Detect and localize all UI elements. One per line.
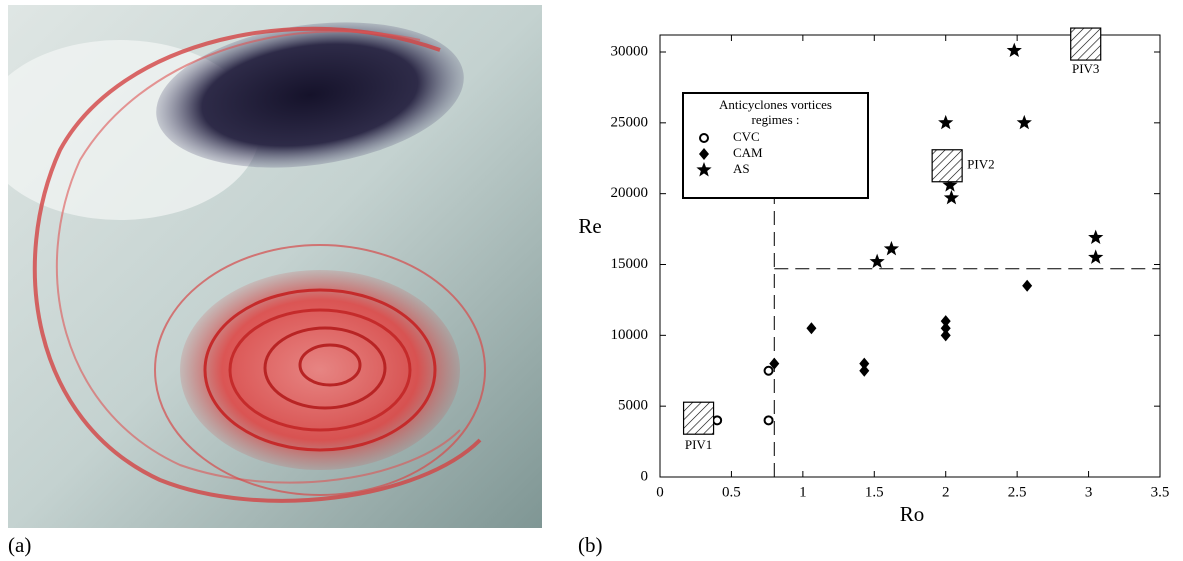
y-tick-label: 20000 <box>611 185 649 201</box>
x-tick-label: 0.5 <box>722 484 741 500</box>
point <box>859 357 870 370</box>
legend-label: AS <box>733 161 750 176</box>
point <box>943 189 960 205</box>
point <box>763 365 774 376</box>
x-axis-label: Ro <box>900 502 925 526</box>
point <box>938 114 954 130</box>
x-tick-label: 1.5 <box>865 484 884 500</box>
plot-frame <box>659 34 1161 478</box>
panel-label: (a) <box>8 533 31 557</box>
y-tick-label: 5000 <box>618 398 648 414</box>
point <box>940 329 951 342</box>
piv-box <box>1070 27 1102 61</box>
piv-label: PIV3 <box>1072 61 1099 76</box>
x-tick-label: 2.5 <box>1008 484 1027 500</box>
legend-marker <box>699 133 709 143</box>
point <box>769 357 780 370</box>
legend-label: CVC <box>733 129 760 144</box>
x-tick-label: 0 <box>656 484 664 500</box>
x-tick-label: 2 <box>942 484 950 500</box>
y-tick-label: 0 <box>641 468 649 484</box>
point <box>1016 114 1032 130</box>
piv-label: PIV2 <box>967 157 994 172</box>
y-tick-label: 15000 <box>611 256 649 272</box>
legend-label: CAM <box>733 145 763 160</box>
legend-marker <box>696 162 712 177</box>
point <box>712 415 723 426</box>
point <box>940 322 951 335</box>
legend-title: regimes : <box>751 112 799 127</box>
x-tick-label: 1 <box>799 484 807 500</box>
point <box>806 322 817 335</box>
panel-label: (b) <box>578 533 603 557</box>
legend-marker <box>699 148 709 160</box>
y-tick-label: 30000 <box>611 43 649 59</box>
y-tick-label: 25000 <box>611 114 649 130</box>
point <box>859 364 870 377</box>
point <box>942 177 958 192</box>
point <box>763 415 774 426</box>
piv-box <box>931 149 963 183</box>
y-axis-label: Re <box>578 214 601 238</box>
y-tick-label: 10000 <box>611 327 649 343</box>
point <box>940 315 951 328</box>
point <box>1088 229 1104 245</box>
piv-box <box>682 401 715 435</box>
point <box>1088 249 1104 264</box>
x-tick-label: 3.5 <box>1151 484 1170 500</box>
point <box>883 240 900 256</box>
point <box>1006 42 1022 58</box>
point <box>869 253 885 269</box>
legend-title: Anticyclones vortices <box>719 97 832 112</box>
piv-label: PIV1 <box>685 437 712 452</box>
x-tick-label: 3 <box>1085 484 1093 500</box>
photo <box>8 5 542 528</box>
legend-box <box>682 92 869 199</box>
point <box>1022 279 1033 292</box>
